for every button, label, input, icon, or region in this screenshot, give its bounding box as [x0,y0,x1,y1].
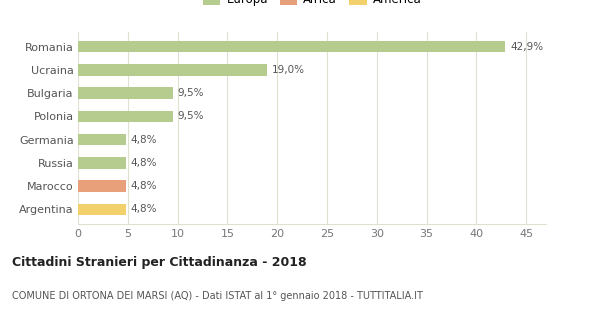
Bar [78,110,173,122]
Bar [78,134,126,146]
Bar [78,204,126,215]
Text: Cittadini Stranieri per Cittadinanza - 2018: Cittadini Stranieri per Cittadinanza - 2… [12,256,307,269]
Text: 4,8%: 4,8% [131,181,157,191]
Bar [78,180,126,192]
Text: 4,8%: 4,8% [131,135,157,145]
Text: 4,8%: 4,8% [131,204,157,214]
Text: 4,8%: 4,8% [131,158,157,168]
Legend: Europa, Africa, America: Europa, Africa, America [198,0,426,11]
Text: 9,5%: 9,5% [178,111,204,121]
Text: COMUNE DI ORTONA DEI MARSI (AQ) - Dati ISTAT al 1° gennaio 2018 - TUTTITALIA.IT: COMUNE DI ORTONA DEI MARSI (AQ) - Dati I… [12,291,423,301]
Text: 19,0%: 19,0% [272,65,305,75]
Bar [78,64,267,76]
Bar [78,157,126,169]
Bar [78,87,173,99]
Text: 42,9%: 42,9% [510,42,543,52]
Bar [78,41,505,52]
Text: 9,5%: 9,5% [178,88,204,98]
